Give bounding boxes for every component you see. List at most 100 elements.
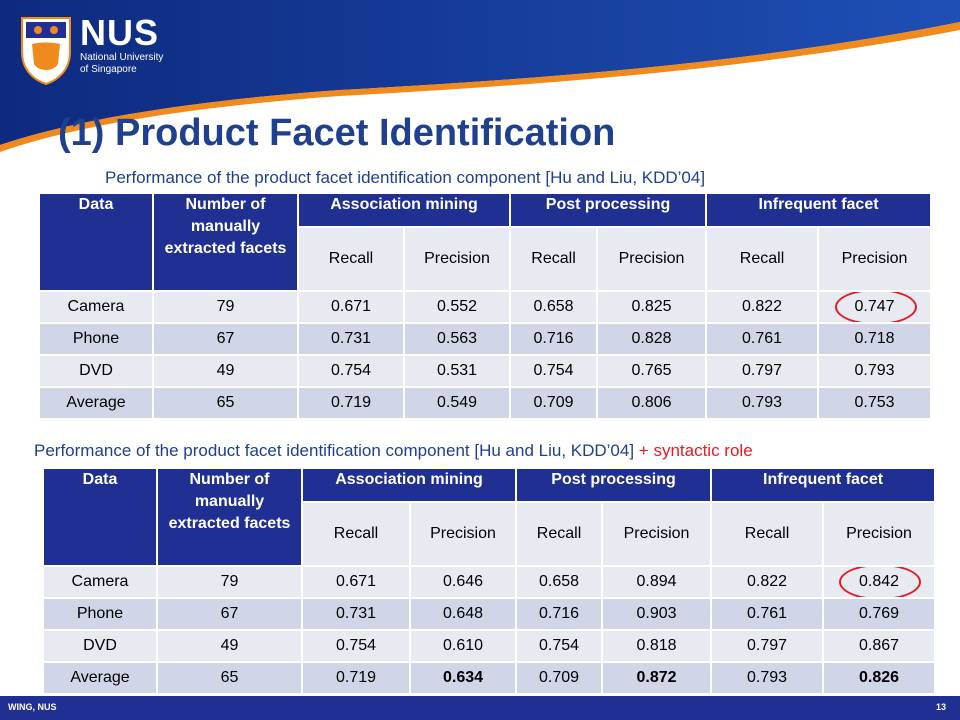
table-row: Phone 67 0.731 0.648 0.716 0.903 0.761 0… bbox=[42, 597, 937, 631]
table-row: Phone 67 0.731 0.563 0.716 0.828 0.761 0… bbox=[38, 322, 933, 356]
cell-data: Average bbox=[38, 386, 154, 420]
cell-value: 0.731 bbox=[301, 597, 411, 631]
cell-value: 0.797 bbox=[705, 354, 820, 388]
header-infrequent-facet: Infrequent facet bbox=[710, 467, 937, 503]
footer-bar: WING, NUS 13 bbox=[0, 696, 960, 720]
results-table-1: Data Number of manually extracted facets… bbox=[38, 192, 933, 420]
cell-value: 0.671 bbox=[297, 290, 405, 324]
header-facets: Number of manually extracted facets bbox=[152, 192, 299, 292]
subheader-precision: Precision bbox=[601, 501, 713, 567]
nus-logo: NUS National University of Singapore bbox=[18, 14, 163, 86]
cell-value-bold: 0.872 bbox=[601, 661, 713, 695]
cell-value: 0.825 bbox=[596, 290, 708, 324]
cell-value: 0.671 bbox=[301, 565, 411, 599]
slide-number: 13 bbox=[935, 702, 946, 712]
table-row: DVD 49 0.754 0.531 0.754 0.765 0.797 0.7… bbox=[38, 354, 933, 388]
crest-icon bbox=[21, 17, 71, 86]
highlight-circle: 0.747 bbox=[834, 293, 917, 321]
cell-facets: 79 bbox=[156, 565, 303, 599]
cell-value: 0.716 bbox=[515, 597, 604, 631]
cell-value: 0.549 bbox=[402, 386, 512, 420]
table2-caption: Performance of the product facet identif… bbox=[34, 441, 753, 461]
page-title: (1) Product Facet Identification bbox=[58, 112, 616, 154]
header-post-processing: Post processing bbox=[515, 467, 713, 503]
cell-value: 0.648 bbox=[408, 597, 518, 631]
cell-value: 0.828 bbox=[596, 322, 708, 356]
header-infrequent-facet: Infrequent facet bbox=[705, 192, 933, 228]
cell-value: 0.552 bbox=[402, 290, 512, 324]
cell-value: 0.818 bbox=[601, 629, 713, 663]
cell-value: 0.806 bbox=[596, 386, 708, 420]
header-association-mining: Association mining bbox=[300, 467, 518, 503]
cell-data: DVD bbox=[38, 354, 154, 388]
cell-data: Phone bbox=[42, 597, 158, 631]
subheader-recall: Recall bbox=[515, 501, 604, 567]
cell-facets: 65 bbox=[152, 386, 299, 420]
cell-facets: 49 bbox=[152, 354, 299, 388]
cell-value: 0.709 bbox=[515, 661, 604, 695]
cell-value: 0.793 bbox=[817, 354, 933, 388]
cell-value-bold: 0.826 bbox=[822, 661, 937, 695]
cell-value: 0.709 bbox=[509, 386, 599, 420]
cell-value: 0.765 bbox=[596, 354, 708, 388]
cell-value: 0.894 bbox=[601, 565, 713, 599]
header-facets: Number of manually extracted facets bbox=[156, 467, 303, 567]
header-post-processing: Post processing bbox=[509, 192, 708, 228]
cell-data: Phone bbox=[38, 322, 154, 356]
cell-data: Average bbox=[42, 661, 158, 695]
cell-value-bold: 0.634 bbox=[408, 661, 518, 695]
cell-data: Camera bbox=[38, 290, 154, 324]
cell-value: 0.761 bbox=[705, 322, 820, 356]
cell-value: 0.754 bbox=[515, 629, 604, 663]
cell-data: DVD bbox=[42, 629, 158, 663]
table-row: DVD 49 0.754 0.610 0.754 0.818 0.797 0.8… bbox=[42, 629, 937, 663]
cell-facets: 49 bbox=[156, 629, 303, 663]
cell-value: 0.867 bbox=[822, 629, 937, 663]
cell-value: 0.761 bbox=[710, 597, 825, 631]
table1-caption: Performance of the product facet identif… bbox=[105, 168, 706, 187]
cell-value: 0.658 bbox=[515, 565, 604, 599]
cell-facets: 67 bbox=[156, 597, 303, 631]
cell-value: 0.731 bbox=[297, 322, 405, 356]
cell-value: 0.754 bbox=[509, 354, 599, 388]
subheader-precision: Precision bbox=[817, 226, 933, 292]
cell-value: 0.610 bbox=[408, 629, 518, 663]
subheader-precision: Precision bbox=[408, 501, 518, 567]
header-banner bbox=[0, 0, 960, 152]
table-row: Camera 79 0.671 0.646 0.658 0.894 0.822 … bbox=[42, 565, 937, 599]
header-association-mining: Association mining bbox=[296, 192, 512, 228]
logo-subtitle-line1: National University bbox=[80, 52, 164, 63]
cell-value-circled: 0.747 bbox=[817, 290, 933, 324]
subheader-recall: Recall bbox=[705, 226, 820, 292]
cell-value: 0.822 bbox=[710, 565, 825, 599]
cell-value: 0.658 bbox=[509, 290, 599, 324]
highlight-circle: 0.842 bbox=[838, 568, 922, 596]
table-row: Camera 79 0.671 0.552 0.658 0.825 0.822 … bbox=[38, 290, 933, 324]
subheader-recall: Recall bbox=[297, 226, 405, 292]
cell-facets: 67 bbox=[152, 322, 299, 356]
header-data: Data bbox=[38, 192, 154, 292]
cell-data: Camera bbox=[42, 565, 158, 599]
cell-value: 0.753 bbox=[817, 386, 933, 420]
subheader-precision: Precision bbox=[822, 501, 937, 567]
subheader-precision: Precision bbox=[402, 226, 512, 292]
cell-value: 0.716 bbox=[509, 322, 599, 356]
cell-value: 0.646 bbox=[408, 565, 518, 599]
logo-subtitle-line2: of Singapore bbox=[80, 64, 137, 75]
cell-facets: 65 bbox=[156, 661, 303, 695]
footer-org: WING, NUS bbox=[8, 702, 57, 712]
subheader-recall: Recall bbox=[509, 226, 599, 292]
cell-value: 0.531 bbox=[402, 354, 512, 388]
results-table-2: Data Number of manually extracted facets… bbox=[42, 467, 937, 695]
table-row: Average 65 0.719 0.549 0.709 0.806 0.793… bbox=[38, 386, 933, 420]
cell-value: 0.754 bbox=[297, 354, 405, 388]
logo-name: NUS bbox=[80, 12, 160, 53]
cell-value: 0.754 bbox=[301, 629, 411, 663]
cell-value: 0.903 bbox=[601, 597, 713, 631]
cell-value: 0.769 bbox=[822, 597, 937, 631]
cell-facets: 79 bbox=[152, 290, 299, 324]
header-data: Data bbox=[42, 467, 158, 567]
subheader-recall: Recall bbox=[710, 501, 825, 567]
cell-value: 0.719 bbox=[301, 661, 411, 695]
